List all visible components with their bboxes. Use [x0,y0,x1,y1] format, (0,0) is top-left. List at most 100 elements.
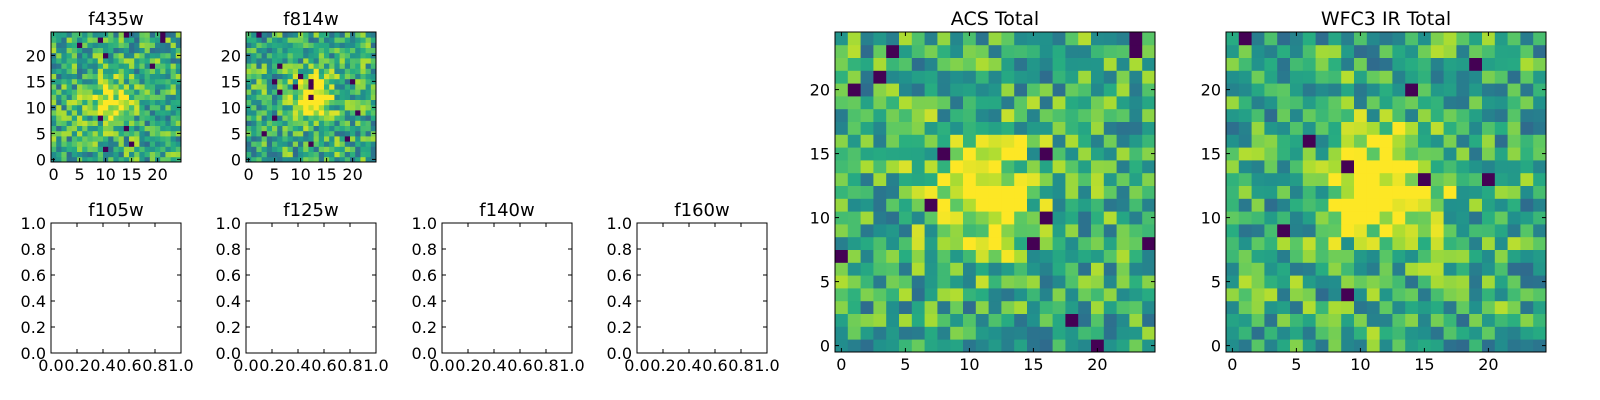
heatmap-cell [129,146,135,152]
heatmap-cell [251,73,257,80]
heatmap-cell [256,99,262,106]
heatmap-cell [1226,32,1240,46]
heatmap-cell [61,32,67,38]
heatmap-cell [1328,288,1342,302]
heatmap-cell [134,32,140,38]
heatmap-cell [1078,326,1092,340]
heatmap-cell [308,141,314,147]
heatmap-cell [1001,32,1015,46]
heatmap-cell [1520,313,1534,327]
heatmap-cell [277,58,283,64]
heatmap-cell [1366,326,1380,340]
heatmap-cell [61,94,67,100]
heatmap-cell [350,104,356,111]
heatmap-cell [97,156,104,163]
heatmap-cell [1039,224,1053,238]
heatmap-cell [1354,224,1368,238]
heatmap-cell [308,63,314,69]
heatmap-cell [108,130,114,137]
heatmap-cell [873,326,887,340]
heatmap-cell [165,115,171,121]
heatmap-cell [87,94,93,100]
heatmap-cell [873,44,887,58]
heatmap-cell [937,160,951,174]
heatmap-cell [360,42,366,48]
heatmap-cell [1129,300,1143,314]
heatmap-cell [873,70,887,84]
heatmap-cell [835,249,849,263]
heatmap-cell [103,47,109,54]
heatmap-cell [256,47,262,54]
heatmap-cell [355,89,361,95]
heatmap-cell [282,78,288,85]
heatmap-cell [1014,70,1028,84]
heatmap-cell [272,130,278,137]
heatmap-cell [256,58,262,64]
heatmap-cell [165,37,171,43]
heatmap-cell [71,146,78,152]
heatmap-cell [92,141,99,147]
heatmap-cell [272,125,278,132]
heatmap-cell [1507,198,1521,212]
heatmap-cell [282,110,288,116]
heatmap-cell [1430,198,1444,212]
heatmap-cell [1456,262,1470,276]
heatmap-cell [277,125,283,132]
heatmap-cell [71,63,78,69]
heatmap-cell [1341,57,1355,71]
heatmap-cell [1078,70,1092,84]
heatmap-cell [370,151,377,158]
heatmap-cell [360,84,366,90]
heatmap-cell [56,73,62,80]
heatmap-cell [1129,224,1143,238]
heatmap-cell [911,57,925,71]
heatmap-cell [1052,211,1066,225]
heatmap-cell [66,63,73,69]
heatmap-cell [344,141,351,147]
heatmap-cell [975,262,989,276]
heatmap-cell [899,185,913,199]
heatmap-cell [355,115,361,121]
heatmap-cell [144,73,151,80]
heatmap-cell [1302,275,1316,289]
heatmap-cell [1328,339,1342,353]
heatmap-cell [134,84,140,90]
heatmap-cell [329,136,335,142]
heatmap-cell [963,44,977,58]
heatmap-cell [1264,96,1278,110]
heatmap-cell [1091,262,1105,276]
heatmap-cell [1226,70,1240,84]
heatmap-cell [129,125,135,132]
heatmap-cell [1226,108,1240,122]
heatmap-cell [71,68,78,74]
heatmap-cell [937,262,951,276]
heatmap-cell [139,120,145,126]
heatmap-cell [1482,198,1496,212]
heatmap-cell [1290,262,1304,276]
heatmap-cell [308,84,314,90]
heatmap-cell [303,125,309,132]
heatmap-cell [1482,262,1496,276]
heatmap-cell [1065,236,1079,250]
heatmap-cell [963,70,977,84]
heatmap-cell [292,99,299,106]
heatmap-cell [139,63,145,69]
heatmap-cell [308,47,314,54]
heatmap-cell [170,115,177,121]
heatmap-cell [97,63,104,69]
heatmap-cell [334,146,340,152]
heatmap-cell [1027,83,1041,97]
heatmap-cell [97,141,104,147]
heatmap-cell [313,68,320,74]
heatmap-cell [1027,108,1041,122]
heatmap-cell [1129,339,1143,353]
heatmap-cell [1366,236,1380,250]
heatmap-cell [324,73,330,80]
heatmap-cell [1129,121,1143,135]
heatmap-cell [360,110,366,116]
heatmap-cell [56,78,62,85]
heatmap-cell [82,52,88,59]
heatmap-cell [835,160,849,174]
heatmap-cell [1418,262,1432,276]
heatmap-cell [1264,236,1278,250]
